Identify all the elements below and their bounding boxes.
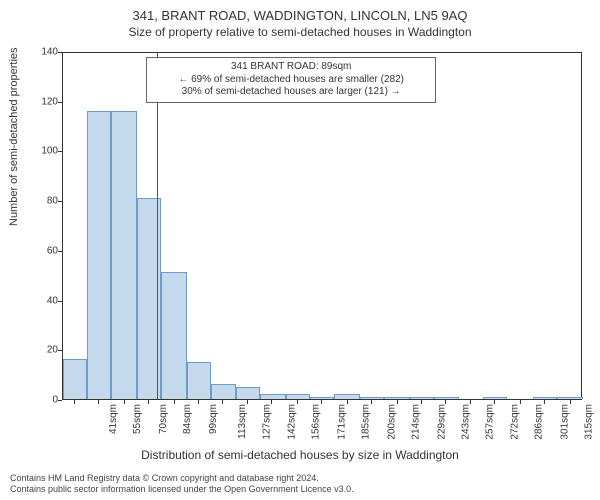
- x-tick-label: 257sqm: [484, 404, 495, 440]
- y-tick-label: 40: [28, 295, 58, 306]
- annotation-line: ← 69% of semi-detached houses are smalle…: [153, 74, 429, 87]
- x-tick-mark: [321, 400, 322, 404]
- histogram-bar: [310, 397, 334, 399]
- x-tick-label: 156sqm: [311, 404, 322, 440]
- x-tick-mark: [148, 400, 149, 404]
- x-tick-label: 84sqm: [182, 404, 193, 434]
- x-tick-mark: [520, 400, 521, 404]
- x-tick-mark: [421, 400, 422, 404]
- y-tick-label: 0: [28, 395, 58, 406]
- y-tick-label: 140: [28, 47, 58, 58]
- x-tick-mark: [347, 400, 348, 404]
- x-tick-mark: [198, 400, 199, 404]
- x-tick-mark: [247, 400, 248, 404]
- histogram-bar: [63, 359, 87, 399]
- x-tick-mark: [445, 400, 446, 404]
- x-tick-mark: [174, 400, 175, 404]
- histogram-bar: [557, 397, 583, 399]
- x-tick-mark: [371, 400, 372, 404]
- y-tick-label: 80: [28, 196, 58, 207]
- x-tick-label: 142sqm: [287, 404, 298, 440]
- reference-line: [157, 53, 158, 399]
- histogram-bar: [111, 111, 137, 399]
- x-tick-mark: [397, 400, 398, 404]
- histogram-bar: [384, 397, 410, 399]
- x-tick-mark: [494, 400, 495, 404]
- x-tick-mark: [98, 400, 99, 404]
- annotation-line: 341 BRANT ROAD: 89sqm: [153, 61, 429, 74]
- y-tick-label: 120: [28, 96, 58, 107]
- x-tick-label: 55sqm: [132, 404, 143, 434]
- footer-line-1: Contains HM Land Registry data © Crown c…: [10, 473, 354, 485]
- x-tick-mark: [222, 400, 223, 404]
- x-tick-label: 272sqm: [510, 404, 521, 440]
- y-tick-mark: [58, 301, 62, 302]
- y-tick-mark: [58, 400, 62, 401]
- x-tick-label: 286sqm: [534, 404, 545, 440]
- y-tick-mark: [58, 102, 62, 103]
- y-tick-mark: [58, 151, 62, 152]
- histogram-bar: [360, 397, 384, 399]
- annotation-line: 30% of semi-detached houses are larger (…: [153, 86, 429, 99]
- footer-line-2: Contains public sector information licen…: [10, 484, 354, 496]
- plot-area: 341 BRANT ROAD: 89sqm← 69% of semi-detac…: [62, 52, 582, 400]
- y-tick-label: 100: [28, 146, 58, 157]
- x-tick-mark: [124, 400, 125, 404]
- x-tick-label: 301sqm: [560, 404, 571, 440]
- histogram-bar: [434, 397, 460, 399]
- y-tick-mark: [58, 350, 62, 351]
- y-tick-mark: [58, 201, 62, 202]
- chart-title-sub: Size of property relative to semi-detach…: [0, 23, 600, 39]
- y-tick-mark: [58, 52, 62, 53]
- histogram-bar: [87, 111, 111, 399]
- x-tick-label: 243sqm: [460, 404, 471, 440]
- x-tick-mark: [74, 400, 75, 404]
- histogram-bar: [211, 384, 237, 399]
- histogram-bar: [286, 394, 310, 399]
- x-tick-mark: [570, 400, 571, 404]
- histogram-bar: [533, 397, 557, 399]
- x-tick-mark: [544, 400, 545, 404]
- x-tick-mark: [297, 400, 298, 404]
- x-tick-label: 214sqm: [410, 404, 421, 440]
- histogram-bar: [334, 394, 360, 399]
- y-tick-mark: [58, 251, 62, 252]
- x-tick-label: 113sqm: [236, 404, 247, 439]
- histogram-bar: [410, 397, 434, 399]
- x-tick-label: 127sqm: [261, 404, 272, 440]
- x-tick-label: 229sqm: [436, 404, 447, 440]
- histogram-bar: [483, 397, 507, 399]
- histogram-bar: [260, 394, 286, 399]
- x-tick-mark: [470, 400, 471, 404]
- x-tick-mark: [271, 400, 272, 404]
- x-tick-label: 99sqm: [208, 404, 219, 434]
- x-tick-label: 200sqm: [386, 404, 397, 440]
- x-tick-label: 185sqm: [361, 404, 372, 440]
- y-axis-label: Number of semi-detached properties: [8, 47, 20, 226]
- histogram-bar: [187, 362, 211, 399]
- x-tick-label: 171sqm: [337, 404, 348, 440]
- y-tick-label: 20: [28, 345, 58, 356]
- chart-container: 341, BRANT ROAD, WADDINGTON, LINCOLN, LN…: [0, 0, 600, 500]
- x-tick-label: 41sqm: [108, 404, 119, 434]
- histogram-bar: [236, 387, 260, 399]
- x-tick-label: 315sqm: [584, 404, 595, 440]
- x-axis-label: Distribution of semi-detached houses by …: [0, 448, 600, 462]
- y-tick-label: 60: [28, 245, 58, 256]
- x-tick-label: 70sqm: [158, 404, 169, 434]
- chart-title-main: 341, BRANT ROAD, WADDINGTON, LINCOLN, LN…: [0, 0, 600, 23]
- annotation-box: 341 BRANT ROAD: 89sqm← 69% of semi-detac…: [146, 57, 436, 103]
- footer-attribution: Contains HM Land Registry data © Crown c…: [10, 473, 354, 496]
- histogram-bar: [161, 272, 187, 399]
